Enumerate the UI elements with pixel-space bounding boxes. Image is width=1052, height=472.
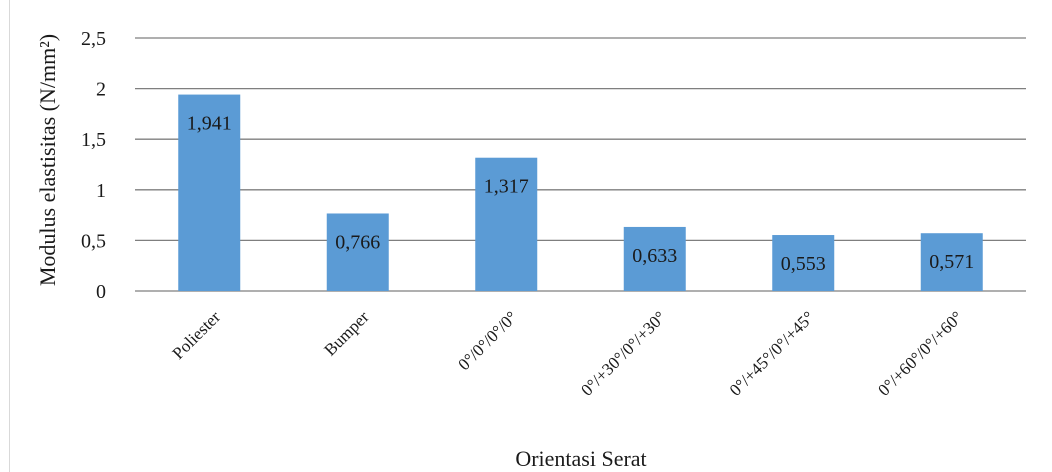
y-tick-label: 2 xyxy=(96,79,106,101)
y-tick-label: 1,5 xyxy=(81,129,106,151)
y-tick-label: 0 xyxy=(96,281,106,303)
data-labels: 1,941 0,766 1,317 0,633 0,553 0,571 xyxy=(187,113,975,275)
x-tick-label: 0°/+30°/0°/+30° xyxy=(577,307,669,399)
bar xyxy=(920,233,983,291)
y-tick-label: 2,5 xyxy=(81,28,106,50)
left-border-line xyxy=(9,0,10,472)
gridlines xyxy=(135,37,1026,292)
x-tick-label: Bumper xyxy=(320,307,372,359)
x-tick-labels: Poliester Bumper 0°/0°/0°/0° 0°/+30°/0°/+30… xyxy=(169,307,967,400)
bar xyxy=(772,235,835,291)
bars xyxy=(178,94,983,291)
bar xyxy=(326,213,389,291)
y-tick-label: 1 xyxy=(96,180,106,202)
bar xyxy=(475,157,538,291)
data-label: 0,766 xyxy=(335,231,380,253)
y-tick-label: 0,5 xyxy=(81,230,106,252)
data-label: 0,553 xyxy=(781,253,826,275)
y-axis-title: Modulus elastisitas (N/mm²) xyxy=(35,34,60,286)
data-label: 0,633 xyxy=(632,245,677,267)
x-tick-label: 0°/+45°/0°/+45° xyxy=(726,307,818,399)
x-tick-label: 0°/+60°/0°/+60° xyxy=(874,307,966,399)
data-label: 1,317 xyxy=(484,176,529,198)
bar xyxy=(623,226,686,291)
data-label: 0,571 xyxy=(929,251,974,273)
data-label: 1,941 xyxy=(187,113,232,135)
x-axis-title: Orientasi Serat xyxy=(515,446,646,471)
y-tick-labels: 0 0,5 1 1,5 2 2,5 xyxy=(81,28,106,303)
x-tick-label: 0°/0°/0°/0° xyxy=(454,307,521,374)
x-tick-label: Poliester xyxy=(169,307,225,363)
bar xyxy=(178,94,241,291)
